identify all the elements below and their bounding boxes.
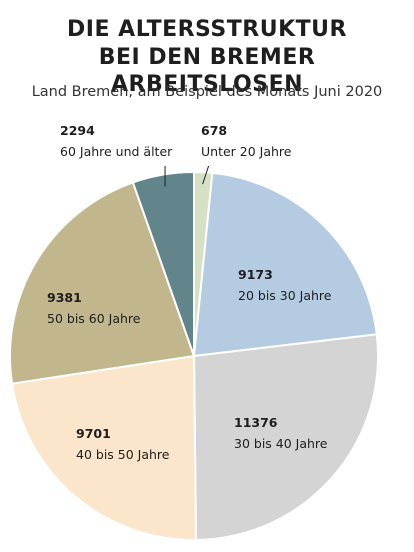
slice-value-60-plus: 2294 [60, 123, 95, 138]
chart-title-line-2: BEI DEN BREMER ARBEITSLOSEN [98, 45, 316, 97]
pie-slice-20-30 [192, 171, 378, 358]
pie-slice-60-plus [131, 170, 195, 357]
slice-value-unter-20: 678 [201, 123, 227, 138]
slice-value-50-60: 9381 [47, 290, 82, 305]
slice-label-20-30: 20 bis 30 Jahre [238, 288, 332, 303]
slice-label-60-plus: 60 Jahre und älter [60, 144, 173, 159]
slice-labels: 678 Unter 20 Jahre 9173 20 bis 30 Jahre 1137… [47, 123, 332, 462]
leader-line-unter-20 [202, 165, 210, 185]
leader-lines [164, 165, 210, 187]
chart-title-line-1: DIE ALTERSSTRUKTUR [67, 17, 347, 42]
slice-label-40-50: 40 bis 50 Jahre [76, 447, 170, 462]
slice-label-30-40: 30 bis 40 Jahre [234, 436, 328, 451]
chart-subtitle: Land Bremen, am Beispiel des Monats Juni… [31, 84, 383, 100]
pie-slice-40-50 [10, 354, 198, 541]
slice-value-30-40: 11376 [234, 415, 278, 430]
pie-slices [9, 170, 379, 542]
pie-slice-30-40 [192, 333, 379, 542]
slice-value-20-30: 9173 [238, 267, 273, 282]
slice-label-unter-20: Unter 20 Jahre [201, 144, 292, 159]
pie-slice-50-60 [9, 181, 196, 385]
slice-value-40-50: 9701 [76, 426, 111, 441]
slice-label-50-60: 50 bis 60 Jahre [47, 311, 141, 326]
